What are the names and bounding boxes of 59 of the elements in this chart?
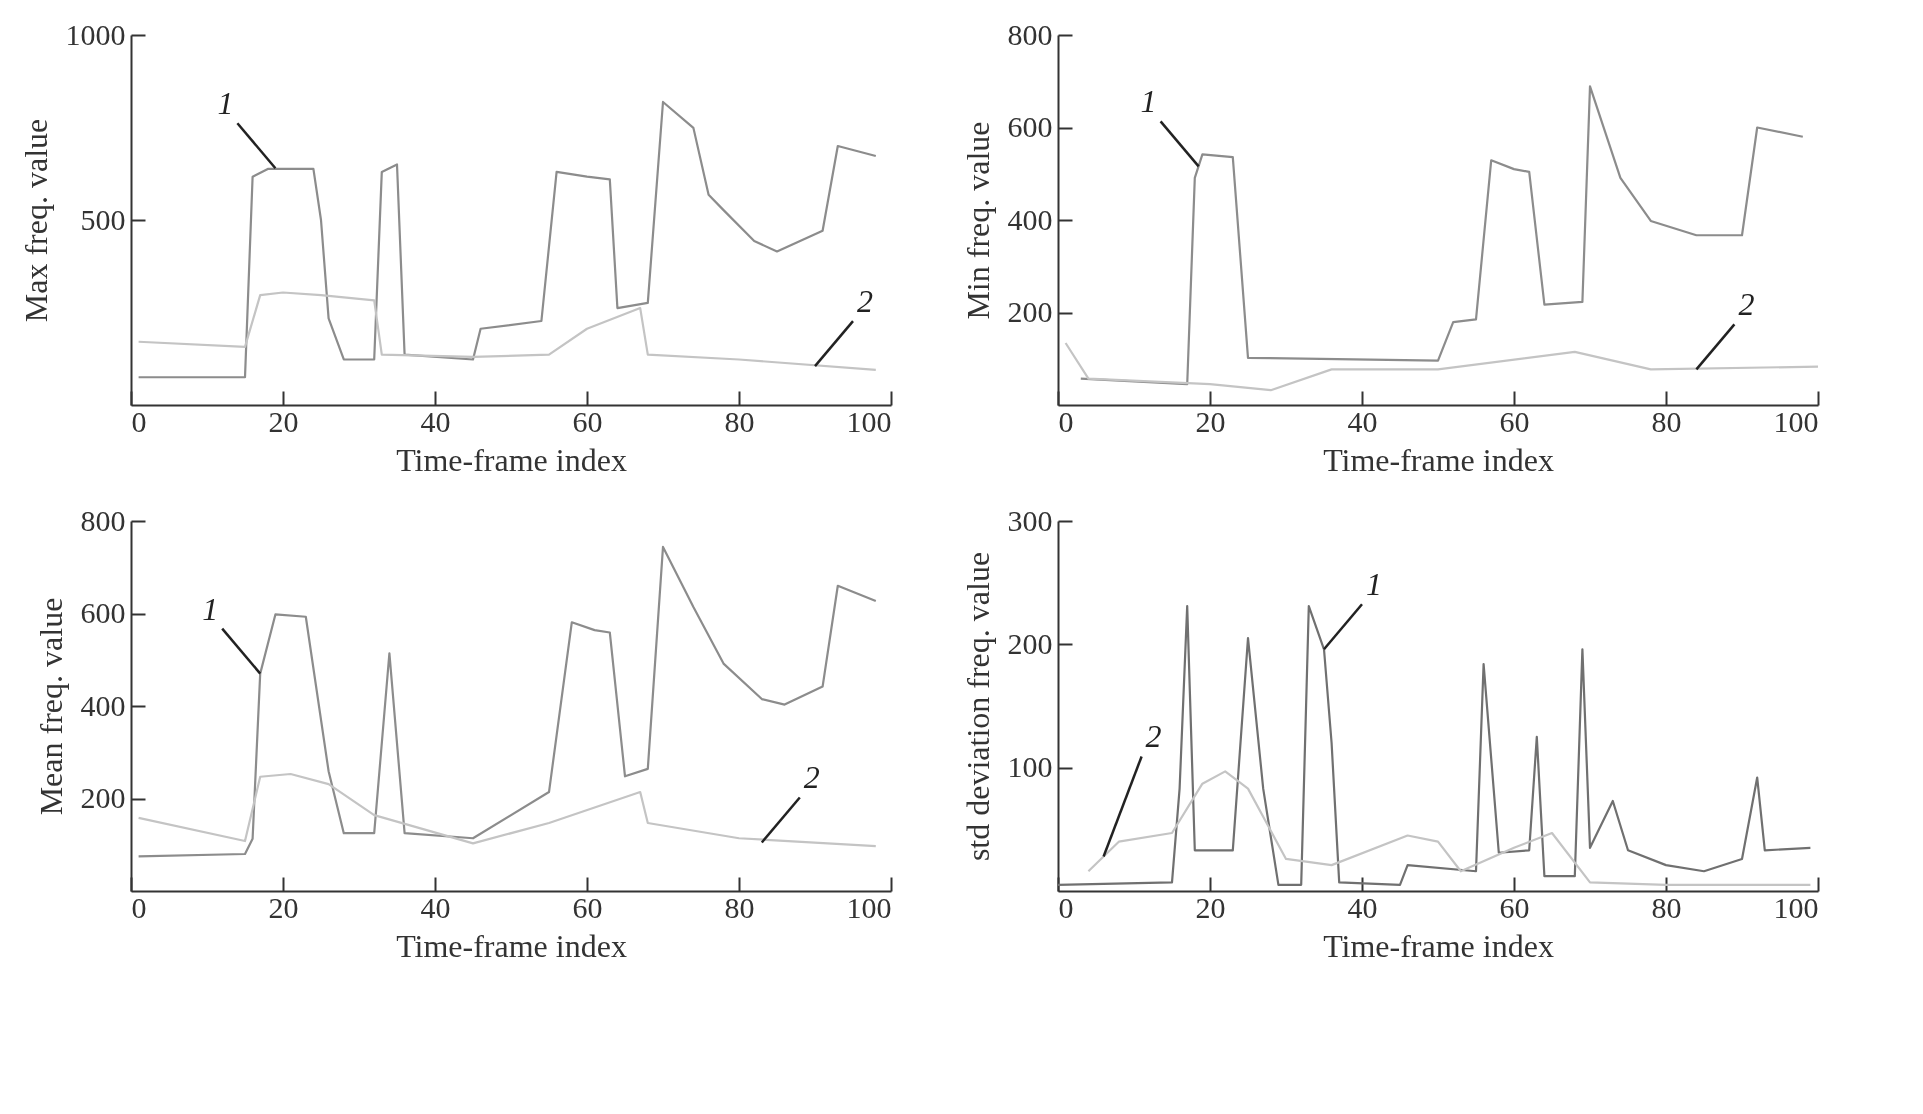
x-tick-label: 100 — [1773, 890, 1819, 924]
y-axis-title: std deviation freq. value — [959, 551, 996, 862]
x-tick-label: 80 — [1651, 890, 1682, 924]
line-series — [137, 291, 877, 371]
annotation: 1 — [217, 85, 234, 122]
y-axis-title: Max freq. value — [17, 118, 54, 323]
y-tick-label: 400 — [1007, 202, 1053, 236]
x-tick-label: 0 — [131, 890, 147, 924]
x-tick-label: 0 — [131, 404, 147, 438]
x-tick-label: 40 — [1347, 404, 1378, 438]
x-tick-label: 100 — [846, 404, 892, 438]
x-tick-label: 60 — [1499, 404, 1530, 438]
x-tick-label: 20 — [1195, 890, 1226, 924]
y-tick-label: 100 — [1007, 750, 1053, 784]
y-tick-label: 800 — [80, 503, 126, 537]
line-series — [137, 545, 877, 858]
x-tick-label: 0 — [1058, 890, 1074, 924]
x-tick-label: 0 — [1058, 404, 1074, 438]
x-tick-label: 40 — [420, 404, 451, 438]
y-tick-label: 400 — [80, 688, 126, 722]
x-tick-label: 40 — [420, 890, 451, 924]
line-series — [1064, 341, 1820, 392]
x-tick-label: 80 — [724, 404, 755, 438]
line-series — [1079, 85, 1804, 386]
annotation: 1 — [202, 590, 219, 627]
annotation: 1 — [1366, 566, 1382, 603]
annotation: 2 — [1145, 718, 1162, 755]
y-tick-label: 300 — [1007, 503, 1053, 537]
y-tick-label: 500 — [80, 202, 126, 236]
x-tick-label: 40 — [1347, 890, 1378, 924]
y-tick-label: 600 — [1007, 110, 1053, 143]
x-tick-label: 100 — [846, 890, 892, 924]
annotation: 2 — [803, 759, 820, 796]
annotation: 2 — [1738, 286, 1755, 323]
x-tick-label: 20 — [1195, 404, 1226, 438]
annotation: 1 — [1140, 83, 1157, 120]
x-tick-label: 60 — [1499, 890, 1530, 924]
x-axis-title: Time-frame index — [396, 927, 627, 964]
line-series — [1056, 605, 1812, 886]
x-tick-label: 60 — [572, 890, 603, 924]
x-tick-label: 20 — [268, 404, 299, 438]
y-tick-label: 200 — [80, 781, 126, 814]
y-tick-label: 1000 — [65, 17, 126, 51]
line-series — [1087, 770, 1812, 886]
y-tick-label: 200 — [1007, 626, 1053, 660]
x-tick-label: 20 — [268, 890, 299, 924]
y-tick-label: 600 — [80, 596, 126, 629]
x-axis-title: Time-frame index — [1323, 441, 1554, 478]
x-tick-label: 60 — [572, 404, 603, 438]
y-axis-title: Min freq. value — [959, 121, 996, 320]
x-axis-title: Time-frame index — [1323, 927, 1554, 964]
x-tick-label: 100 — [1773, 404, 1819, 438]
y-tick-label: 200 — [1007, 295, 1053, 328]
x-tick-label: 80 — [1651, 404, 1682, 438]
y-tick-label: 800 — [1007, 17, 1053, 51]
annotation: 2 — [857, 283, 873, 320]
x-axis-title: Time-frame index — [396, 441, 627, 478]
x-tick-label: 80 — [724, 890, 755, 924]
y-axis-title: Mean freq. value — [32, 597, 69, 816]
